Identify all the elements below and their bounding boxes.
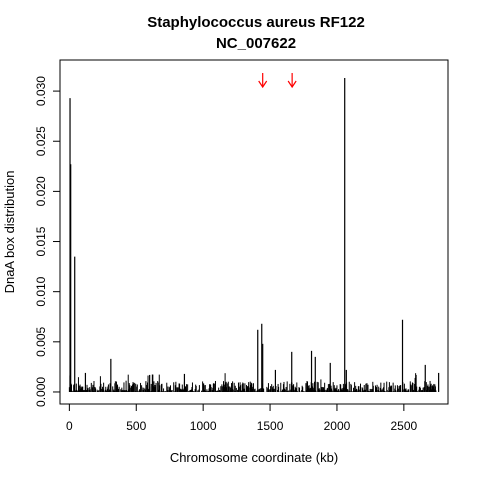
chart-title: Staphylococcus aureus RF122 <box>147 14 365 31</box>
x-tick-label: 0 <box>66 419 73 433</box>
y-axis-label: DnaA box distribution <box>2 171 17 294</box>
marker-arrow <box>287 73 297 89</box>
chart-subtitle: NC_007622 <box>216 35 296 52</box>
y-tick-label: 0.030 <box>34 76 48 106</box>
y-tick-label: 0.005 <box>34 326 48 356</box>
y-tick-label: 0.020 <box>34 176 48 206</box>
marker-arrows <box>258 73 297 89</box>
x-tick-label: 1500 <box>257 419 284 433</box>
marker-arrow <box>258 73 268 89</box>
y-tick-label: 0.000 <box>34 377 48 407</box>
x-tick-label: 1000 <box>190 419 217 433</box>
x-tick-label: 500 <box>126 419 146 433</box>
bar-series <box>68 78 440 392</box>
plot-box <box>59 59 449 405</box>
y-tick-label: 0.010 <box>34 276 48 306</box>
y-axis: 0.000 0.005 0.010 0.015 0.020 0.025 0.030 <box>34 76 61 407</box>
x-tick-label: 2500 <box>390 419 417 433</box>
y-tick-label: 0.025 <box>34 126 48 156</box>
x-tick-label: 2000 <box>324 419 351 433</box>
x-axis-label: Chromosome coordinate (kb) <box>170 450 338 465</box>
y-tick-label: 0.015 <box>34 226 48 256</box>
